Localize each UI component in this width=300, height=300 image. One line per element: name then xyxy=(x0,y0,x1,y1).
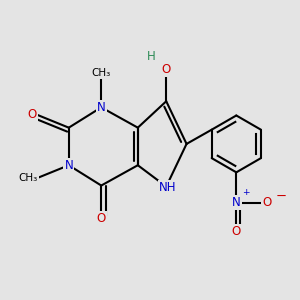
Text: O: O xyxy=(162,63,171,76)
Text: +: + xyxy=(242,188,249,197)
Text: N: N xyxy=(97,101,106,114)
Text: NH: NH xyxy=(158,181,176,194)
Text: CH₃: CH₃ xyxy=(19,173,38,183)
Text: O: O xyxy=(232,225,241,238)
Text: N: N xyxy=(64,159,73,172)
Text: H: H xyxy=(147,50,155,63)
Text: O: O xyxy=(97,212,106,224)
Text: O: O xyxy=(262,196,272,209)
Text: N: N xyxy=(232,196,241,209)
Text: −: − xyxy=(275,190,286,203)
Text: O: O xyxy=(28,108,37,121)
Text: CH₃: CH₃ xyxy=(92,68,111,78)
